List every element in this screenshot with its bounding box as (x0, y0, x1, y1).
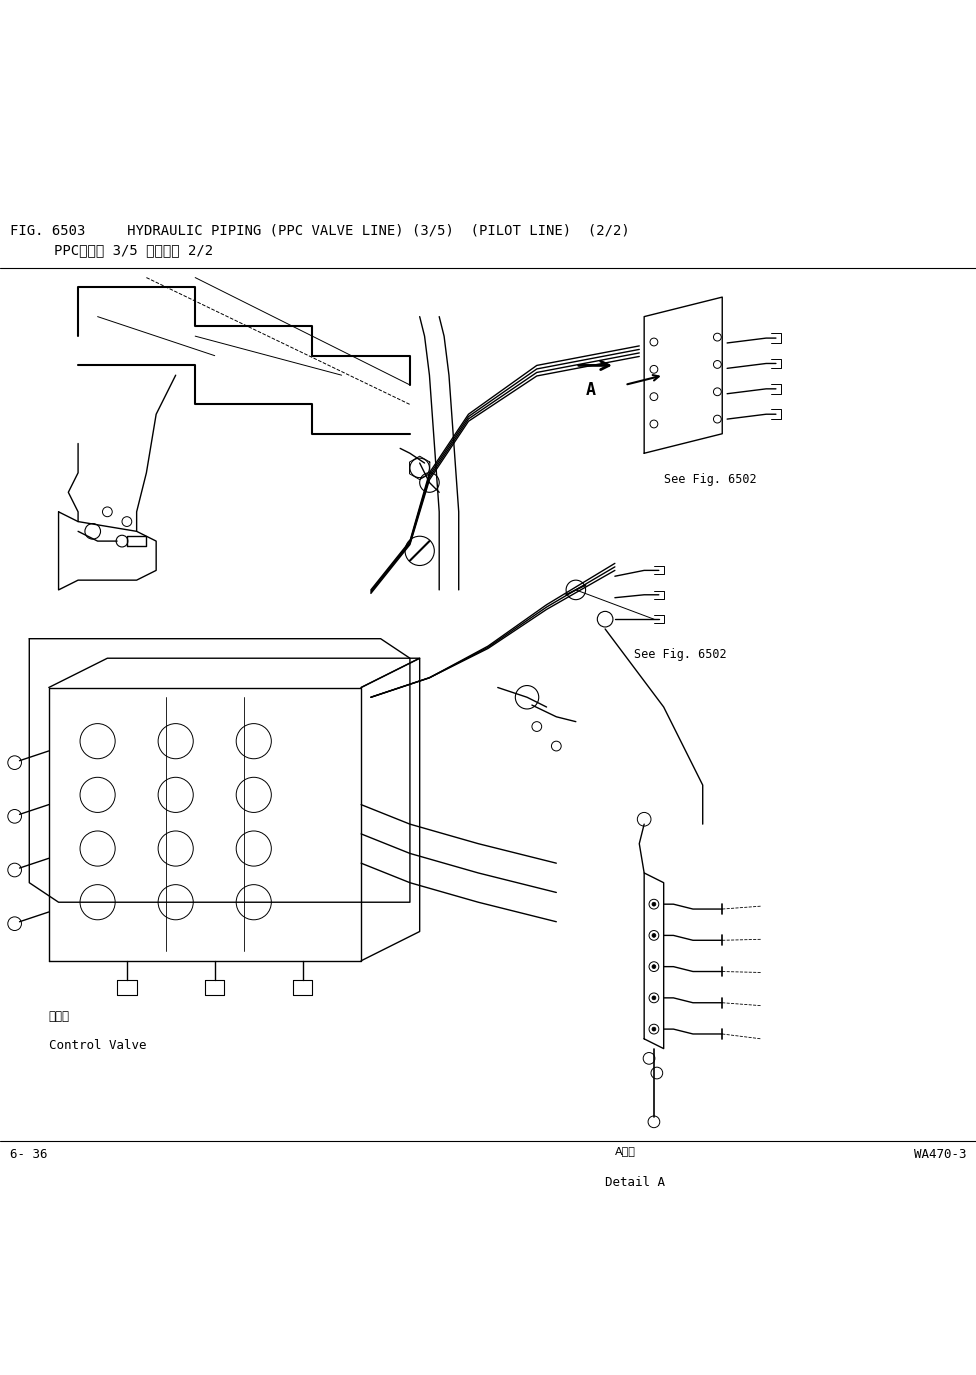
Circle shape (652, 996, 656, 1000)
Circle shape (652, 902, 656, 906)
Text: Detail A: Detail A (605, 1176, 665, 1188)
Circle shape (652, 1027, 656, 1031)
Text: A详细: A详细 (615, 1147, 635, 1156)
Text: See Fig. 6502: See Fig. 6502 (634, 649, 727, 661)
Text: FIG. 6503     HYDRAULIC PIPING (PPC VALVE LINE) (3/5)  (PILOT LINE)  (2/2): FIG. 6503 HYDRAULIC PIPING (PPC VALVE LI… (10, 224, 630, 238)
Text: See Fig. 6502: See Fig. 6502 (664, 473, 756, 485)
Text: PPC阀管路 3/5 先导管路 2/2: PPC阀管路 3/5 先导管路 2/2 (54, 243, 213, 257)
Circle shape (652, 965, 656, 968)
Text: 控制阀: 控制阀 (49, 1009, 70, 1023)
Text: Control Valve: Control Valve (49, 1040, 146, 1052)
Circle shape (652, 934, 656, 938)
Text: 6- 36: 6- 36 (10, 1148, 47, 1160)
Text: WA470-3: WA470-3 (914, 1148, 966, 1160)
Text: A: A (586, 381, 595, 399)
